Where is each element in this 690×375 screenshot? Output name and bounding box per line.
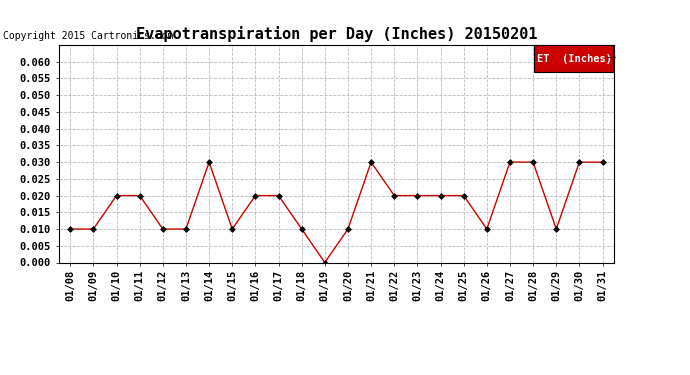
Title: Evapotranspiration per Day (Inches) 20150201: Evapotranspiration per Day (Inches) 2015… <box>136 27 537 42</box>
Text: Copyright 2015 Cartronics.com: Copyright 2015 Cartronics.com <box>3 32 174 41</box>
Text: ET  (Inches): ET (Inches) <box>537 54 612 63</box>
Text: →: → <box>606 54 615 63</box>
